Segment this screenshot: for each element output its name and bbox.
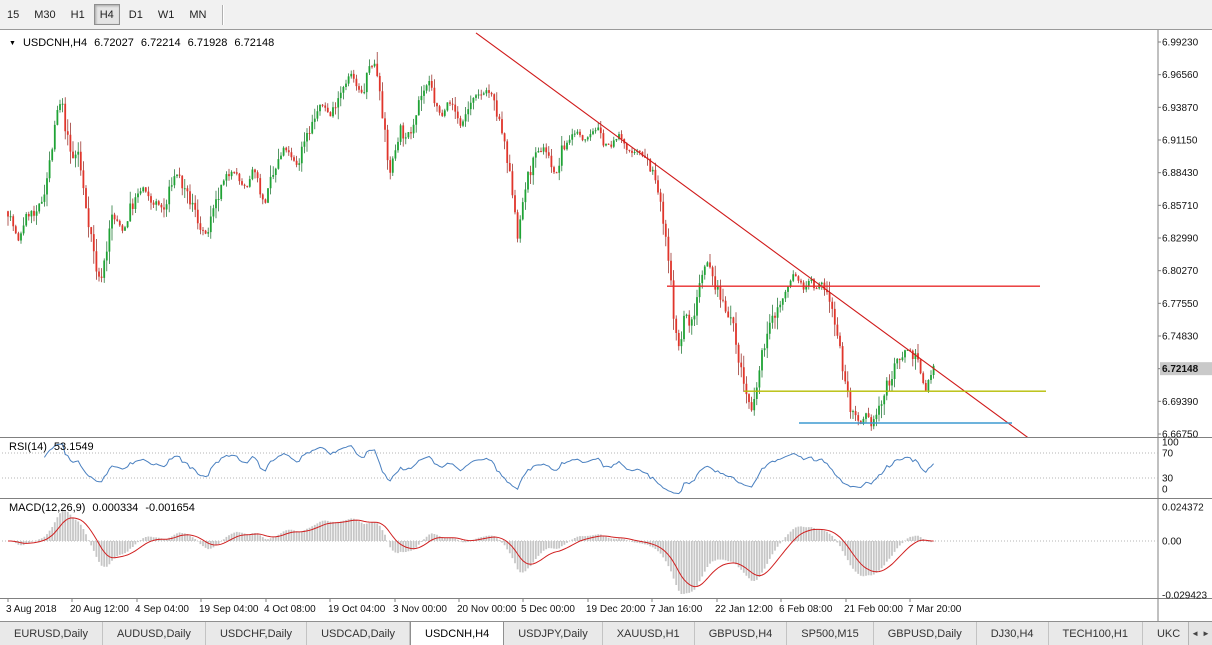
- price-axis-label: 6.66750: [1162, 430, 1199, 441]
- timeframe-button-d1[interactable]: D1: [128, 8, 143, 21]
- tabs-container: EURUSD,Daily AUDUSD,Daily USDCHF,Daily USDC…: [0, 622, 1196, 645]
- date-label: 19 Dec 20:00: [586, 604, 646, 615]
- date-label: 7 Jan 16:00: [650, 604, 703, 615]
- chart-tab-bar: EURUSD,Daily AUDUSD,Daily USDCHF,Daily USDC…: [0, 621, 1212, 645]
- timeframe-buttons: 15 M30 H1 H4 D1 W1 MN: [1, 4, 212, 25]
- macd-axis-label: -0.029423: [1162, 591, 1207, 602]
- date-label: 3 Aug 2018: [6, 604, 57, 615]
- tab-tech100-h1[interactable]: TECH100,H1: [1048, 622, 1143, 645]
- current-price-tag: [1160, 362, 1212, 376]
- macd-signal-value: -0.001654: [145, 502, 195, 514]
- macd-axis-label: 0.00: [1162, 537, 1182, 548]
- chart-svg[interactable]: 6.99230 6.96560 6.93870 6.91150 6.88430 6.857…: [0, 30, 1212, 621]
- up-candle-wicks: [10, 59, 934, 430]
- tab-scroll-buttons: ◄ ►: [1188, 622, 1212, 645]
- rsi-axis-label: 30: [1162, 474, 1174, 485]
- timeframe-button-h1[interactable]: H1: [70, 8, 85, 21]
- tab-gbpusd-daily[interactable]: GBPUSD,Daily: [873, 622, 977, 645]
- price-axis-label: 6.74830: [1162, 332, 1199, 343]
- date-label: 4 Sep 04:00: [135, 604, 189, 615]
- date-label: 22 Jan 12:00: [715, 604, 773, 615]
- macd-name: MACD(12,26,9): [9, 502, 86, 514]
- ohlc-low: 6.71928: [187, 37, 228, 49]
- ohlc-close: 6.72148: [234, 37, 275, 49]
- chart-symbol-label: USDCNH,H4: [22, 37, 88, 49]
- price-axis-label: 6.77550: [1162, 299, 1199, 310]
- macd-label: MACD(12,26,9) 0.000334 -0.001654: [9, 502, 195, 514]
- rsi-label: RSI(14) 53.1549: [9, 441, 94, 453]
- macd-histogram: [12, 510, 935, 594]
- timeframe-toolbar: 15 M30 H1 H4 D1 W1 MN: [0, 0, 1212, 30]
- timeframe-button-w1[interactable]: W1: [157, 8, 175, 21]
- rsi-value: 53.1549: [53, 441, 94, 453]
- trendline[interactable]: [475, 32, 1030, 439]
- tab-gbpusd-h4[interactable]: GBPUSD,H4: [694, 622, 788, 645]
- tab-usdchf-daily[interactable]: USDCHF,Daily: [205, 622, 308, 645]
- current-price-label: 6.72148: [1162, 364, 1199, 375]
- tab-sp500-m15[interactable]: SP500,M15: [787, 622, 874, 645]
- tab-scroll-right-icon[interactable]: ►: [1202, 629, 1210, 638]
- date-label: 20 Nov 00:00: [457, 604, 517, 615]
- tab-audusd-daily[interactable]: AUDUSD,Daily: [102, 622, 206, 645]
- rsi-axis-label: 0: [1162, 485, 1168, 496]
- date-label: 3 Nov 00:00: [393, 604, 447, 615]
- date-label: 19 Sep 04:00: [199, 604, 259, 615]
- price-axis-label: 6.80270: [1162, 266, 1199, 277]
- rsi-axis-label: 100: [1162, 438, 1179, 449]
- timeframe-button-mn[interactable]: MN: [189, 8, 207, 21]
- chart-window: 6.99230 6.96560 6.93870 6.91150 6.88430 6.857…: [0, 30, 1212, 621]
- tab-usdcnh-h4[interactable]: USDCNH,H4: [410, 622, 505, 645]
- timeframe-button-15[interactable]: 15: [7, 8, 20, 21]
- timeframe-button-h4[interactable]: H4: [93, 4, 120, 25]
- price-axis-label: 6.69390: [1162, 397, 1199, 408]
- ohlc-open: 6.72027: [94, 37, 134, 49]
- tab-dj30-h4[interactable]: DJ30,H4: [976, 622, 1049, 645]
- up-candle-bodies: [9, 63, 935, 427]
- down-candle-bodies: [7, 63, 927, 427]
- macd-signal-line: [8, 517, 934, 588]
- date-label: 6 Feb 08:00: [779, 604, 833, 615]
- date-label: 20 Aug 12:00: [70, 604, 129, 615]
- rsi-axis-label: 70: [1162, 449, 1174, 460]
- tab-xauusd-h1[interactable]: XAUUSD,H1: [602, 622, 695, 645]
- rsi-line: [43, 443, 934, 495]
- price-axis-label: 6.85710: [1162, 201, 1199, 212]
- toolbar-separator: [222, 4, 225, 25]
- tab-scroll-left-icon[interactable]: ◄: [1191, 629, 1199, 638]
- timeframe-button-m30[interactable]: M30: [34, 8, 56, 21]
- price-axis-label: 6.88430: [1162, 168, 1199, 179]
- price-axis-label: 6.82990: [1162, 234, 1199, 245]
- tab-eurusd-daily[interactable]: EURUSD,Daily: [0, 622, 103, 645]
- chart-title: ▼ USDCNH,H4 6.72027 6.72214 6.71928 6.72…: [9, 37, 274, 49]
- date-label: 4 Oct 08:00: [264, 604, 316, 615]
- rsi-name: RSI(14): [9, 441, 47, 453]
- price-axis-label: 6.91150: [1162, 136, 1198, 147]
- tab-usdjpy-daily[interactable]: USDJPY,Daily: [504, 622, 603, 645]
- candlestick-series: [7, 52, 935, 431]
- date-label: 19 Oct 04:00: [328, 604, 386, 615]
- macd-main-value: 0.000334: [92, 502, 139, 514]
- price-axis-label: 6.93870: [1162, 103, 1199, 114]
- down-candle-wicks: [7, 52, 927, 431]
- chart-menu-icon[interactable]: ▼: [9, 39, 16, 47]
- date-label: 21 Feb 00:00: [844, 604, 903, 615]
- price-axis-label: 6.99230: [1162, 38, 1199, 49]
- price-axis-label: 6.96560: [1162, 70, 1199, 81]
- date-label: 5 Dec 00:00: [521, 604, 575, 615]
- macd-axis-label: 0.024372: [1162, 503, 1204, 514]
- date-label: 7 Mar 20:00: [908, 604, 962, 615]
- ohlc-high: 6.72214: [140, 37, 181, 49]
- tab-usdcad-daily[interactable]: USDCAD,Daily: [307, 622, 411, 645]
